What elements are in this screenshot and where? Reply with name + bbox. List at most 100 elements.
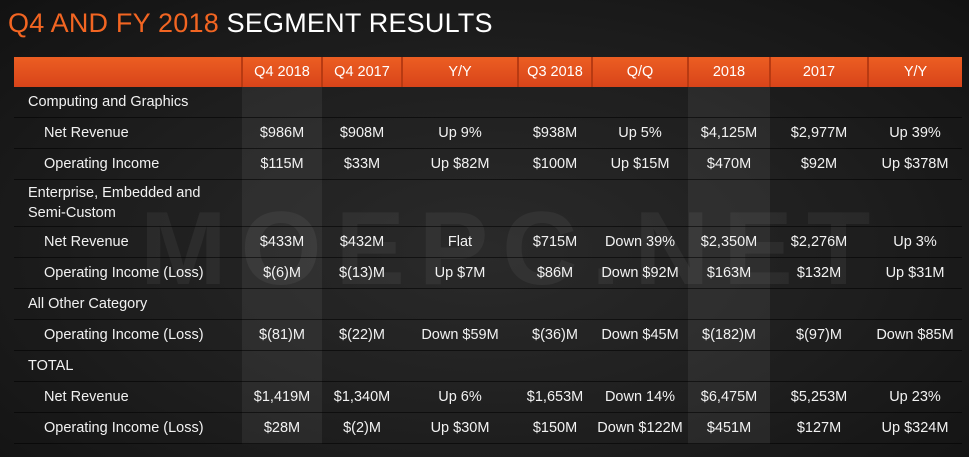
- table-cell: $470M: [688, 148, 770, 180]
- row-label: Operating Income (Loss): [14, 412, 242, 444]
- table-row: Computing and Graphics: [14, 87, 962, 118]
- table-cell: Up $7M: [402, 257, 518, 289]
- table-cell: $132M: [770, 257, 868, 289]
- slide-title: Q4 AND FY 2018 SEGMENT RESULTS: [8, 6, 493, 40]
- header-cell-fy-2017: 2017: [770, 57, 869, 87]
- table-cell: [322, 350, 402, 382]
- category-label: Computing and Graphics: [14, 87, 242, 118]
- table-row: Operating Income (Loss) $28M $(2)M Up $30M $…: [14, 412, 962, 444]
- table-cell: Up 23%: [868, 381, 962, 413]
- table-cell: Up 6%: [402, 381, 518, 413]
- table-row: Net Revenue $986M $908M Up 9% $938M Up 5% $4,1…: [14, 117, 962, 149]
- header-cell-yy: Y/Y: [402, 57, 519, 87]
- table-cell: $(182)M: [688, 319, 770, 351]
- table-cell: Up $30M: [402, 412, 518, 444]
- table-cell: [592, 350, 688, 382]
- table-cell: Down $85M: [868, 319, 962, 351]
- table-cell: [518, 350, 592, 382]
- table-cell: [770, 350, 868, 382]
- row-label: Net Revenue: [14, 381, 242, 413]
- row-label: Operating Income (Loss): [14, 257, 242, 289]
- table-cell: $(6)M: [242, 257, 322, 289]
- table-cell: [402, 350, 518, 382]
- table-cell: Up 39%: [868, 117, 962, 149]
- table-row: Net Revenue $1,419M $1,340M Up 6% $1,653M Dow…: [14, 381, 962, 413]
- table-cell: $(97)M: [770, 319, 868, 351]
- row-label: Operating Income: [14, 148, 242, 180]
- table-cell: $2,276M: [770, 226, 868, 258]
- table-cell: Up $378M: [868, 148, 962, 180]
- table-cell: [868, 87, 962, 118]
- header-cell-fy-2018: 2018: [688, 57, 771, 87]
- table-cell: $(22)M: [322, 319, 402, 351]
- table-cell: $433M: [242, 226, 322, 258]
- table-cell: [242, 87, 322, 118]
- table-cell: [242, 179, 322, 227]
- header-cell-qq: Q/Q: [592, 57, 689, 87]
- table-cell: $2,350M: [688, 226, 770, 258]
- table-cell: $115M: [242, 148, 322, 180]
- table-cell: [518, 179, 592, 227]
- table-cell: Down $59M: [402, 319, 518, 351]
- table-cell: [868, 179, 962, 227]
- category-label: TOTAL: [14, 350, 242, 382]
- table-cell: [322, 87, 402, 118]
- segment-results-table: Q4 2018 Q4 2017 Y/Y Q3 2018 Q/Q 2018 201…: [14, 57, 962, 444]
- table-cell: Up $324M: [868, 412, 962, 444]
- table-cell: $1,340M: [322, 381, 402, 413]
- table-cell: [402, 87, 518, 118]
- table-row: Net Revenue $433M $432M Flat $715M Down 39% $2…: [14, 226, 962, 258]
- table-cell: Up $82M: [402, 148, 518, 180]
- table-row: Operating Income (Loss) $(6)M $(13)M Up $7M…: [14, 257, 962, 289]
- table-cell: $33M: [322, 148, 402, 180]
- table-cell: [518, 288, 592, 320]
- table-cell: $100M: [518, 148, 592, 180]
- row-label: Operating Income (Loss): [14, 319, 242, 351]
- table-row: TOTAL: [14, 350, 962, 382]
- table-cell: $127M: [770, 412, 868, 444]
- table-cell: $5,253M: [770, 381, 868, 413]
- table-cell: Down 14%: [592, 381, 688, 413]
- title-accent: Q4 AND FY 2018: [8, 8, 219, 38]
- table-cell: $(36)M: [518, 319, 592, 351]
- header-cell-q4-2018: Q4 2018: [242, 57, 323, 87]
- table-cell: [770, 179, 868, 227]
- table-cell: [770, 87, 868, 118]
- table-cell: Up $31M: [868, 257, 962, 289]
- table-cell: [592, 87, 688, 118]
- table-cell: [770, 288, 868, 320]
- row-label: Net Revenue: [14, 117, 242, 149]
- table-cell: [402, 179, 518, 227]
- table-cell: [322, 179, 402, 227]
- table-cell: [518, 87, 592, 118]
- table-cell: [592, 179, 688, 227]
- table-cell: $1,653M: [518, 381, 592, 413]
- table-cell: [868, 288, 962, 320]
- table-cell: $6,475M: [688, 381, 770, 413]
- table-cell: [688, 350, 770, 382]
- table-cell: Up 5%: [592, 117, 688, 149]
- category-label: Enterprise, Embedded and Semi-Custom: [14, 179, 242, 227]
- table-cell: $451M: [688, 412, 770, 444]
- table-cell: Up 3%: [868, 226, 962, 258]
- table-cell: $(2)M: [322, 412, 402, 444]
- table-cell: Down 39%: [592, 226, 688, 258]
- table-cell: [868, 350, 962, 382]
- table-cell: $86M: [518, 257, 592, 289]
- table-cell: $28M: [242, 412, 322, 444]
- table-cell: $150M: [518, 412, 592, 444]
- table-cell: [402, 288, 518, 320]
- table-cell: [688, 87, 770, 118]
- row-label: Net Revenue: [14, 226, 242, 258]
- table-cell: Flat: [402, 226, 518, 258]
- table-cell: $908M: [322, 117, 402, 149]
- table-cell: [242, 350, 322, 382]
- table-row: Operating Income $115M $33M Up $82M $100M Up …: [14, 148, 962, 180]
- table-cell: [688, 179, 770, 227]
- table-cell: $2,977M: [770, 117, 868, 149]
- table-cell: [688, 288, 770, 320]
- table-cell: [592, 288, 688, 320]
- table-cell: $938M: [518, 117, 592, 149]
- table-header-row: Q4 2018 Q4 2017 Y/Y Q3 2018 Q/Q 2018 201…: [14, 57, 962, 87]
